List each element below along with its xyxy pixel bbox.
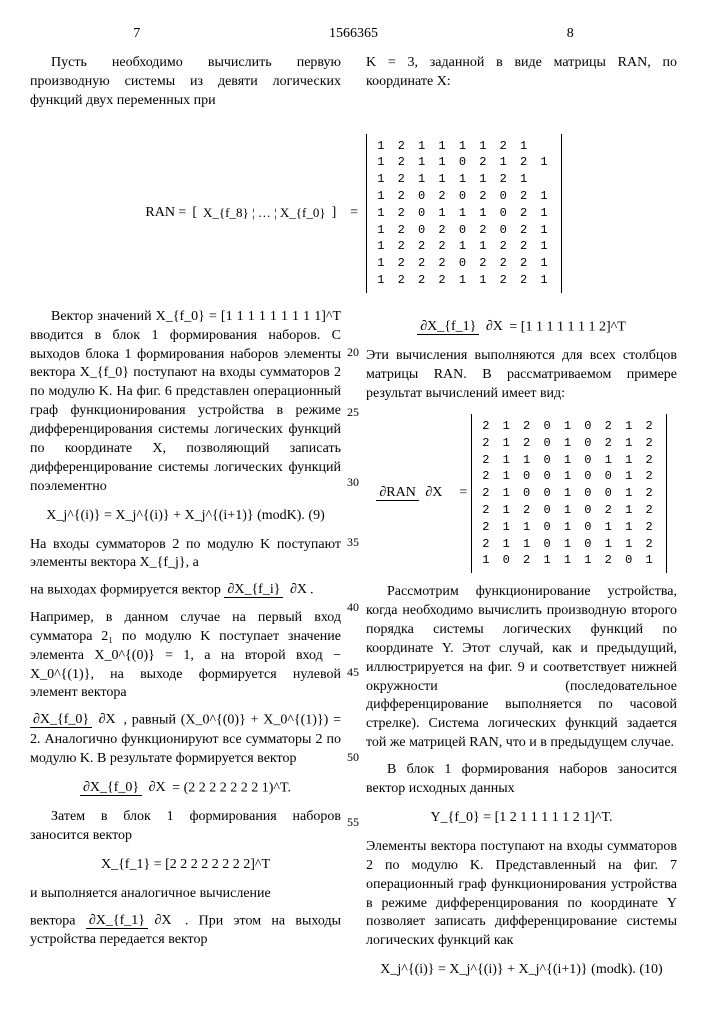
- page-header: 7 1566365 8: [30, 25, 677, 44]
- patent-number: 1566365: [244, 25, 464, 44]
- ran-inner: X_{f_8} ¦ … ¦ X_{f_0}: [203, 204, 326, 222]
- formula-9: X_j^{(i)} = X_j^{(i)} + X_j^{(i+1)} (mod…: [30, 507, 341, 526]
- left-p3b: на выходах формируется вектор ∂X_{f_i} ∂…: [30, 581, 341, 601]
- line-num-30: 30: [347, 474, 359, 490]
- frac-dxf0: ∂X_{f_0} ∂X: [30, 711, 119, 730]
- frac-dxf1: ∂X_{f_1} ∂X: [86, 912, 175, 931]
- right-p1: K = 3, заданной в виде матрицы RAN, по к…: [366, 54, 677, 92]
- dran-dx-matrix: ∂RAN ∂X = 2 1 2 0 1 0 2 1 22 1 2 0 1 0 2…: [366, 414, 677, 573]
- left-p2: Вектор значений X_{f_0} = [1 1 1 1 1 1 1…: [30, 308, 341, 497]
- line-num-25: 25: [347, 404, 359, 420]
- page-number-right: 8: [464, 25, 678, 44]
- formula-10: X_j^{(i)} = X_j^{(i)} + X_j^{(i+1)} (mod…: [366, 961, 677, 980]
- line-num-35: 35: [347, 534, 359, 550]
- ran-matrix-definition: RAN = [ X_{f_8} ¦ … ¦ X_{f_0} ] = 1 2 1 …: [30, 134, 677, 293]
- line-num-50: 50: [347, 749, 359, 765]
- right-p4: В блок 1 формирования наборов заносится …: [366, 761, 677, 799]
- right-p3: Рассмотрим функционирование устройства, …: [366, 583, 677, 753]
- left-column-main: Вектор значений X_{f_0} = [1 1 1 1 1 1 1…: [30, 308, 341, 990]
- left-p3: На входы сумматоров 2 по модулю K поступ…: [30, 536, 341, 574]
- page-number-left: 7: [30, 25, 244, 44]
- left-p6: и выполняется аналогичное вычисление: [30, 885, 341, 904]
- line-num-40: 40: [347, 599, 359, 615]
- vec-xf1: X_{f_1} = [2 2 2 2 2 2 2 2]^T: [30, 856, 341, 875]
- left-p4: Например, в данном случае на первый вход…: [30, 609, 341, 703]
- right-p2: Эти вычисления выполняются для всех стол…: [366, 347, 677, 404]
- line-num-55: 55: [347, 814, 359, 830]
- ran-label: RAN =: [145, 204, 186, 223]
- left-p6b: вектора ∂X_{f_1} ∂X . При этом на выходы…: [30, 912, 341, 950]
- line-num-45: 45: [347, 664, 359, 680]
- right-column-main: ∂X_{f_1} ∂X = [1 1 1 1 1 1 1 2]^T Эти вы…: [366, 308, 677, 990]
- left-column: Пусть необходимо вычислить первую произв…: [30, 54, 341, 119]
- vec-dxf1-right: ∂X_{f_1} ∂X = [1 1 1 1 1 1 1 2]^T: [366, 318, 677, 338]
- line-num-20: 20: [347, 344, 359, 360]
- left-p4b: ∂X_{f_0} ∂X , равный (X_0^{(0)} + X_0^{(…: [30, 711, 341, 768]
- vec-dxf0: ∂X_{f_0} ∂X = (2 2 2 2 2 2 2 1)^T.: [30, 779, 341, 799]
- dran-matrix-rows: 2 1 2 0 1 0 2 1 22 1 2 0 1 0 2 1 22 1 1 …: [471, 414, 666, 573]
- vec-yf0: Y_{f_0} = [1 2 1 1 1 1 1 2 1]^T.: [366, 809, 677, 828]
- ran-matrix-rows: 1 2 1 1 1 1 2 11 2 1 1 0 2 1 2 11 2 1 1 …: [366, 134, 561, 293]
- left-p1: Пусть необходимо вычислить первую произв…: [30, 54, 341, 111]
- frac-dxfi: ∂X_{f_i} ∂X: [224, 581, 310, 600]
- left-p5: Затем в блок 1 формирования наборов зано…: [30, 808, 341, 846]
- right-column-top: K = 3, заданной в виде матрицы RAN, по к…: [366, 54, 677, 119]
- right-p5: Элементы вектора поступают на входы сумм…: [366, 838, 677, 951]
